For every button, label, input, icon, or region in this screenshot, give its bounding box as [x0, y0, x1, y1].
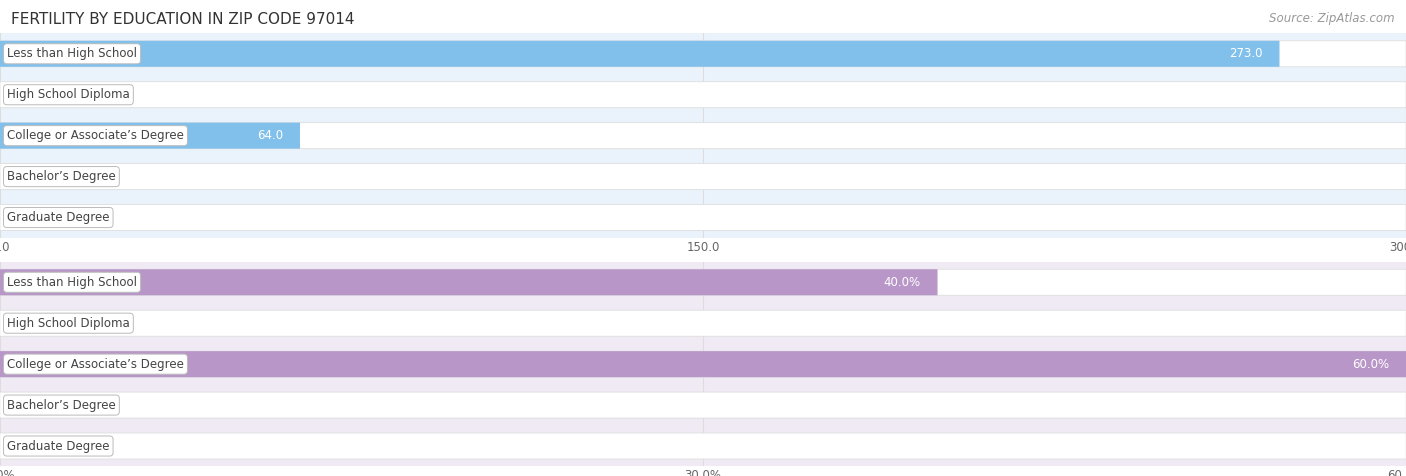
Text: 0.0%: 0.0%: [21, 317, 51, 330]
FancyBboxPatch shape: [0, 41, 1279, 67]
FancyBboxPatch shape: [0, 351, 1406, 377]
Text: FERTILITY BY EDUCATION IN ZIP CODE 97014: FERTILITY BY EDUCATION IN ZIP CODE 97014: [11, 12, 354, 27]
Text: College or Associate’s Degree: College or Associate’s Degree: [7, 129, 184, 142]
FancyBboxPatch shape: [0, 41, 1406, 67]
Text: Less than High School: Less than High School: [7, 276, 136, 289]
Text: Bachelor’s Degree: Bachelor’s Degree: [7, 398, 115, 412]
FancyBboxPatch shape: [0, 164, 1406, 189]
Text: 0.0%: 0.0%: [21, 439, 51, 453]
Text: Less than High School: Less than High School: [7, 47, 136, 60]
FancyBboxPatch shape: [0, 310, 1406, 336]
Text: 0.0: 0.0: [21, 211, 39, 224]
Text: 0.0: 0.0: [21, 170, 39, 183]
FancyBboxPatch shape: [0, 205, 1406, 230]
FancyBboxPatch shape: [0, 392, 1406, 418]
Text: Bachelor’s Degree: Bachelor’s Degree: [7, 170, 115, 183]
FancyBboxPatch shape: [0, 123, 1406, 149]
FancyBboxPatch shape: [0, 123, 299, 149]
Text: High School Diploma: High School Diploma: [7, 88, 129, 101]
Text: 64.0: 64.0: [257, 129, 283, 142]
Text: Source: ZipAtlas.com: Source: ZipAtlas.com: [1270, 12, 1395, 25]
Text: 0.0%: 0.0%: [21, 398, 51, 412]
Text: Graduate Degree: Graduate Degree: [7, 211, 110, 224]
Text: 60.0%: 60.0%: [1353, 357, 1389, 371]
Text: College or Associate’s Degree: College or Associate’s Degree: [7, 357, 184, 371]
Text: 0.0: 0.0: [21, 88, 39, 101]
Text: Graduate Degree: Graduate Degree: [7, 439, 110, 453]
Text: 40.0%: 40.0%: [883, 276, 921, 289]
FancyBboxPatch shape: [0, 351, 1406, 377]
FancyBboxPatch shape: [0, 433, 1406, 459]
Text: High School Diploma: High School Diploma: [7, 317, 129, 330]
Text: 273.0: 273.0: [1229, 47, 1263, 60]
FancyBboxPatch shape: [0, 269, 1406, 295]
FancyBboxPatch shape: [0, 269, 938, 295]
FancyBboxPatch shape: [0, 82, 1406, 108]
